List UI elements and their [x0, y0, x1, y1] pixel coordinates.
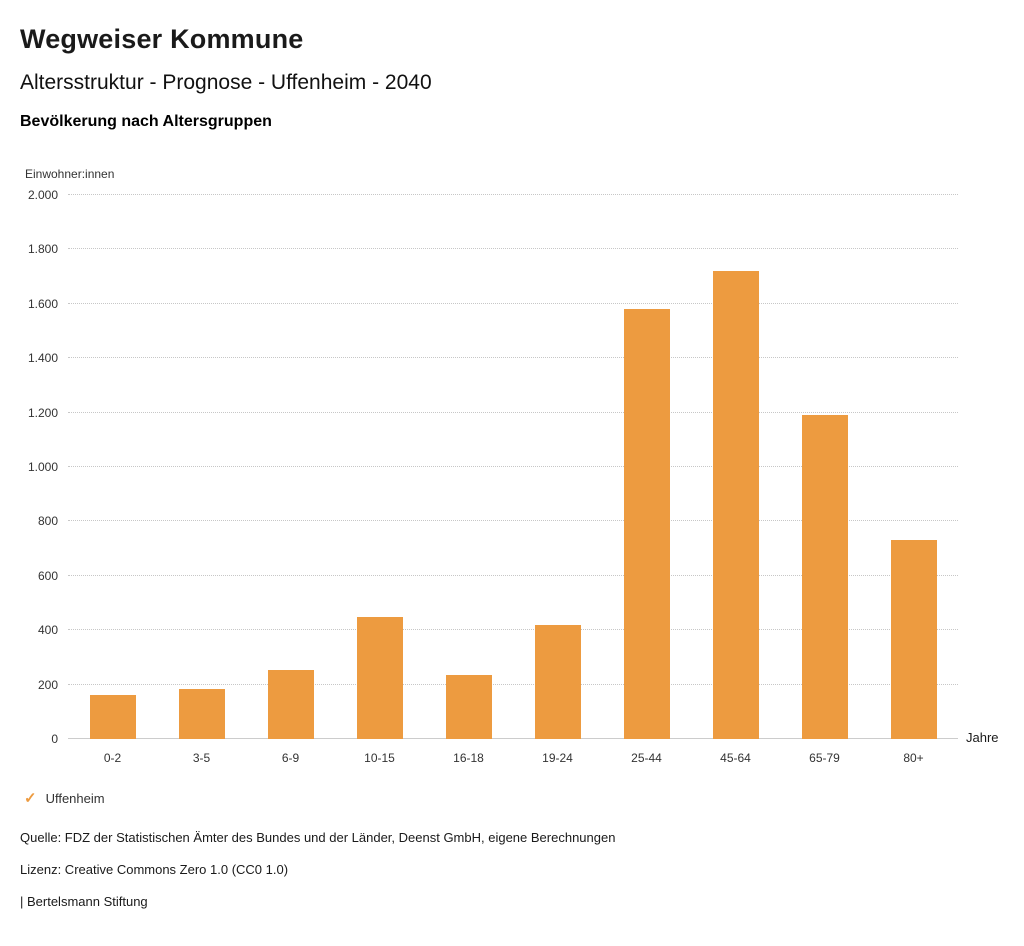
bar-column: [157, 195, 246, 739]
bar-16-18[interactable]: [445, 675, 492, 739]
bar-25-44[interactable]: [623, 309, 670, 739]
license-text: Lizenz: Creative Commons Zero 1.0 (CC0 1…: [20, 862, 289, 877]
bar-19-24[interactable]: [534, 624, 581, 739]
x-tick-label: 3-5: [192, 751, 211, 765]
gridline: [68, 738, 958, 739]
y-tick-label: 600: [37, 568, 58, 583]
page-title: Wegweiser Kommune: [20, 24, 304, 54]
y-axis-ticks: 0 200 400 600 800 1.000 1.200 1.400 1.600 1.800 2.…: [20, 188, 68, 746]
gridline: [68, 302, 958, 304]
x-tick-label: 45-64: [720, 751, 751, 765]
x-tick-label: 25-44: [631, 751, 662, 765]
bar-column: [602, 195, 691, 739]
gridline: [68, 248, 958, 250]
x-tick-label: 65-79: [809, 751, 840, 765]
page-header: Wegweiser Kommune Altersstruktur - Progn…: [20, 24, 1004, 131]
x-tick-label: 19-24: [542, 751, 573, 765]
chart-title: Bevölkerung nach Altersgruppen: [20, 113, 272, 130]
bar-series: [68, 195, 958, 739]
bar-0-2[interactable]: [89, 695, 136, 739]
y-tick-label: 2.000: [27, 188, 58, 202]
bar-6-9[interactable]: [267, 669, 314, 739]
plot-area: [68, 194, 958, 739]
y-tick-label: 200: [37, 677, 58, 692]
y-tick-label: 400: [37, 623, 58, 638]
gridline: [68, 683, 958, 685]
bar-10-15[interactable]: [356, 616, 403, 739]
y-tick-label: 1.400: [27, 351, 58, 366]
footer: Quelle: FDZ der Statistischen Ämter des …: [20, 830, 1004, 909]
source-text: Quelle: FDZ der Statistischen Ämter des …: [20, 830, 616, 845]
bar-3-5[interactable]: [178, 688, 225, 739]
gridline: [68, 574, 958, 576]
x-tick-label: 10-15: [364, 751, 395, 765]
attribution-text: | Bertelsmann Stiftung: [20, 894, 148, 909]
bar-column: [691, 195, 780, 739]
x-tick-label: 80+: [903, 751, 924, 765]
y-tick-label: 1.800: [27, 242, 58, 257]
bar-column: [869, 195, 958, 739]
gridline: [68, 357, 958, 359]
bar-column: [424, 195, 513, 739]
x-tick-label: 16-18: [453, 751, 484, 765]
y-axis-label: Einwohner:innen: [25, 167, 115, 181]
bar-column: [513, 195, 602, 739]
gridline: [68, 194, 958, 195]
chart-subtitle: Altersstruktur - Prognose - Uffenheim - …: [20, 71, 432, 94]
x-axis-label: Jahre: [966, 730, 999, 745]
bar-column: [68, 195, 157, 739]
y-tick-label: 0: [51, 732, 58, 746]
x-axis-ticks: 0-2 3-5 6-9 10-15 16-18 19-24 25-44 45-64 65-79 8…: [68, 751, 958, 765]
x-tick-label: 0-2: [103, 751, 122, 765]
gridline: [68, 520, 958, 522]
bar-45-64[interactable]: [712, 271, 759, 739]
y-tick-label: 1.000: [27, 460, 58, 474]
gridline: [68, 466, 958, 467]
x-tick-label: 6-9: [281, 751, 300, 765]
gridline: [68, 629, 958, 631]
bar-column: [246, 195, 335, 739]
check-icon[interactable]: ✓: [24, 790, 37, 807]
y-tick-label: 800: [37, 514, 58, 529]
gridline: [68, 411, 958, 413]
bar-column: [780, 195, 869, 739]
y-tick-label: 1.200: [27, 405, 58, 420]
y-tick-label: 1.600: [27, 296, 58, 311]
bar-column: [335, 195, 424, 739]
bar-chart: 0 200 400 600 800 1.000 1.200 1.400 1.600 1.800 2.…: [20, 188, 1004, 746]
legend: ✓ Uffenheim: [24, 791, 1004, 806]
bar-65-79[interactable]: [801, 415, 848, 739]
legend-label[interactable]: Uffenheim: [45, 791, 105, 806]
bar-80+[interactable]: [890, 540, 937, 739]
